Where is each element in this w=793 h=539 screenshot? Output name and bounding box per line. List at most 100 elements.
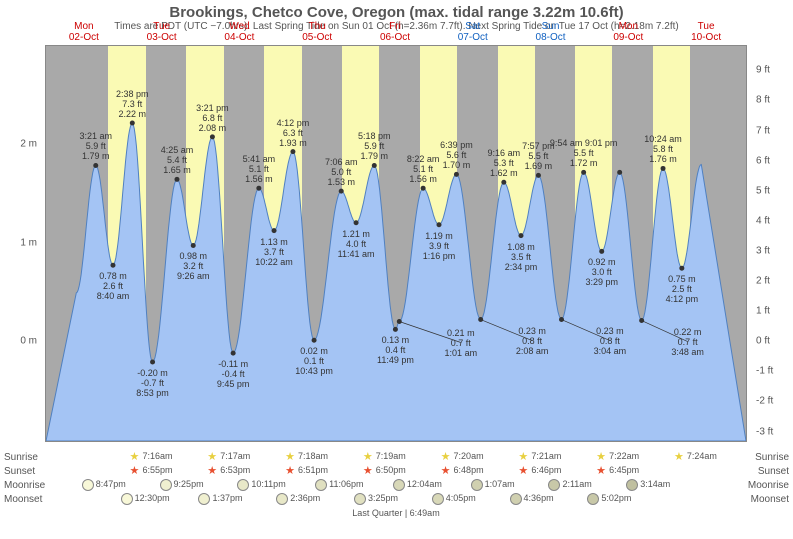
moon-icon — [315, 479, 327, 491]
sunrise-star-icon: ★ — [518, 450, 528, 463]
y-tick-left: 1 m — [0, 237, 40, 248]
tide-point — [210, 134, 215, 139]
tide-point — [437, 222, 442, 227]
moon-icon — [471, 479, 483, 491]
tide-annotation: 2:38 pm7.3 ft2.22 m — [116, 89, 149, 119]
tide-annotation: 0.78 m2.6 ft8:40 am — [97, 271, 130, 301]
tide-point — [272, 228, 277, 233]
tide-point — [501, 180, 506, 185]
day-header: Tue10-Oct — [667, 21, 745, 43]
moon-icon — [587, 493, 599, 505]
tide-point — [93, 163, 98, 168]
last-quarter-label: Last Quarter | 6:49am — [352, 508, 439, 518]
tide-annotation: 1.08 m3.5 ft2:34 pm — [505, 242, 538, 272]
moon-icon — [237, 479, 249, 491]
time-label: 6:50pm — [376, 465, 406, 475]
tide-point — [290, 149, 295, 154]
tide-annotation: 4:12 pm6.3 ft1.93 m — [277, 118, 310, 148]
tide-annotation: 0.21 m0.7 ft1:01 am — [445, 328, 478, 358]
moon-icon — [276, 493, 288, 505]
time-label: 6:53pm — [220, 465, 250, 475]
y-axis-left: 0 m1 m2 m — [0, 45, 40, 440]
tide-point — [130, 121, 135, 126]
sunset-star-icon: ★ — [596, 464, 606, 477]
moonset-label-left: Moonset — [4, 494, 42, 505]
sunrise-star-icon: ★ — [130, 450, 140, 463]
tide-annotation: -0.11 m-0.4 ft9:45 pm — [217, 359, 250, 389]
time-label: 7:24am — [687, 451, 717, 461]
tide-annotation: 0.92 m3.0 ft3:29 pm — [585, 257, 618, 287]
tide-annotation: 0.02 m0.1 ft10:43 pm — [295, 346, 333, 376]
time-label: 7:16am — [142, 451, 172, 461]
time-label: 8:47pm — [96, 479, 126, 489]
y-tick-right: 0 ft — [753, 336, 793, 347]
y-tick-right: 4 ft — [753, 215, 793, 226]
day-header: Sat07-Oct — [434, 21, 512, 43]
tide-annotation: 8:22 am5.1 ft1.56 m — [407, 154, 440, 184]
tide-annotation: 9:16 am5.3 ft1.62 m — [488, 148, 521, 178]
time-label: 12:30pm — [135, 493, 170, 503]
tide-point — [354, 220, 359, 225]
time-label: 12:04am — [407, 479, 442, 489]
tide-annotation: 0.75 m2.5 ft4:12 pm — [666, 274, 699, 304]
sunset-star-icon: ★ — [518, 464, 528, 477]
tide-point — [581, 170, 586, 175]
sunrise-star-icon: ★ — [674, 450, 684, 463]
moon-icon — [354, 493, 366, 505]
time-label: 6:51pm — [298, 465, 328, 475]
y-tick-left: 2 m — [0, 138, 40, 149]
sunrise-star-icon: ★ — [285, 450, 295, 463]
day-header: Tue03-Oct — [123, 21, 201, 43]
y-axis-right: -3 ft-2 ft-1 ft0 ft1 ft2 ft3 ft4 ft5 ft6… — [753, 45, 793, 440]
tide-point — [536, 173, 541, 178]
time-label: 1:07am — [485, 479, 515, 489]
tide-annotation: 1.19 m3.9 ft1:16 pm — [423, 231, 456, 261]
tide-annotation: 5:41 am5.1 ft1.56 m — [243, 154, 276, 184]
time-label: 7:22am — [609, 451, 639, 461]
sunset-row: ★6:55pm★6:53pm★6:51pm★6:50pm★6:48pm★6:46… — [45, 464, 745, 478]
day-header: Wed04-Oct — [201, 21, 279, 43]
tide-point — [150, 360, 155, 365]
time-label: 6:55pm — [142, 465, 172, 475]
tide-point — [617, 170, 622, 175]
moon-icon — [160, 479, 172, 491]
time-label: 3:25pm — [368, 493, 398, 503]
time-label: 6:46pm — [531, 465, 561, 475]
time-label: 6:48pm — [454, 465, 484, 475]
moon-icon — [510, 493, 522, 505]
day-header: Thu05-Oct — [278, 21, 356, 43]
tide-point — [110, 263, 115, 268]
moon-icon — [82, 479, 94, 491]
tide-annotation: 4:25 am5.4 ft1.65 m — [161, 145, 194, 175]
tide-point — [421, 186, 426, 191]
tide-chart: Brookings, Chetco Cove, Oregon (max. tid… — [0, 0, 793, 539]
tide-point — [174, 177, 179, 182]
tide-annotation: 7:06 am5.0 ft1.53 m — [325, 157, 358, 187]
sunset-star-icon: ★ — [207, 464, 217, 477]
sunrise-label-right: Sunrise — [755, 452, 789, 463]
plot-area: 3:21 am5.9 ft1.79 m0.78 m2.6 ft8:40 am2:… — [45, 45, 747, 442]
moonset-label-right: Moonset — [751, 494, 789, 505]
tide-point — [518, 233, 523, 238]
time-label: 1:37pm — [212, 493, 242, 503]
tide-annotation: 1.21 m4.0 ft11:41 am — [338, 229, 375, 259]
y-tick-right: -3 ft — [753, 426, 793, 437]
moonset-row: 12:30pm1:37pm2:36pm3:25pm4:05pm4:36pm5:0… — [45, 492, 745, 506]
sunset-star-icon: ★ — [441, 464, 451, 477]
sunrise-star-icon: ★ — [441, 450, 451, 463]
tide-point — [231, 351, 236, 356]
sunset-label-left: Sunset — [4, 466, 35, 477]
day-header: Fri06-Oct — [356, 21, 434, 43]
time-label: 6:45pm — [609, 465, 639, 475]
moon-icon — [198, 493, 210, 505]
moon-icon — [121, 493, 133, 505]
tide-annotation: 0.22 m0.7 ft3:48 am — [671, 327, 704, 357]
tide-point — [339, 189, 344, 194]
time-label: 7:18am — [298, 451, 328, 461]
tide-annotation: 0.98 m3.2 ft9:26 am — [177, 251, 210, 281]
tide-point — [599, 249, 604, 254]
y-tick-right: -1 ft — [753, 366, 793, 377]
tide-annotation: 6:39 pm5.6 ft1.70 m — [440, 140, 473, 170]
y-tick-right: 2 ft — [753, 276, 793, 287]
time-label: 7:20am — [454, 451, 484, 461]
